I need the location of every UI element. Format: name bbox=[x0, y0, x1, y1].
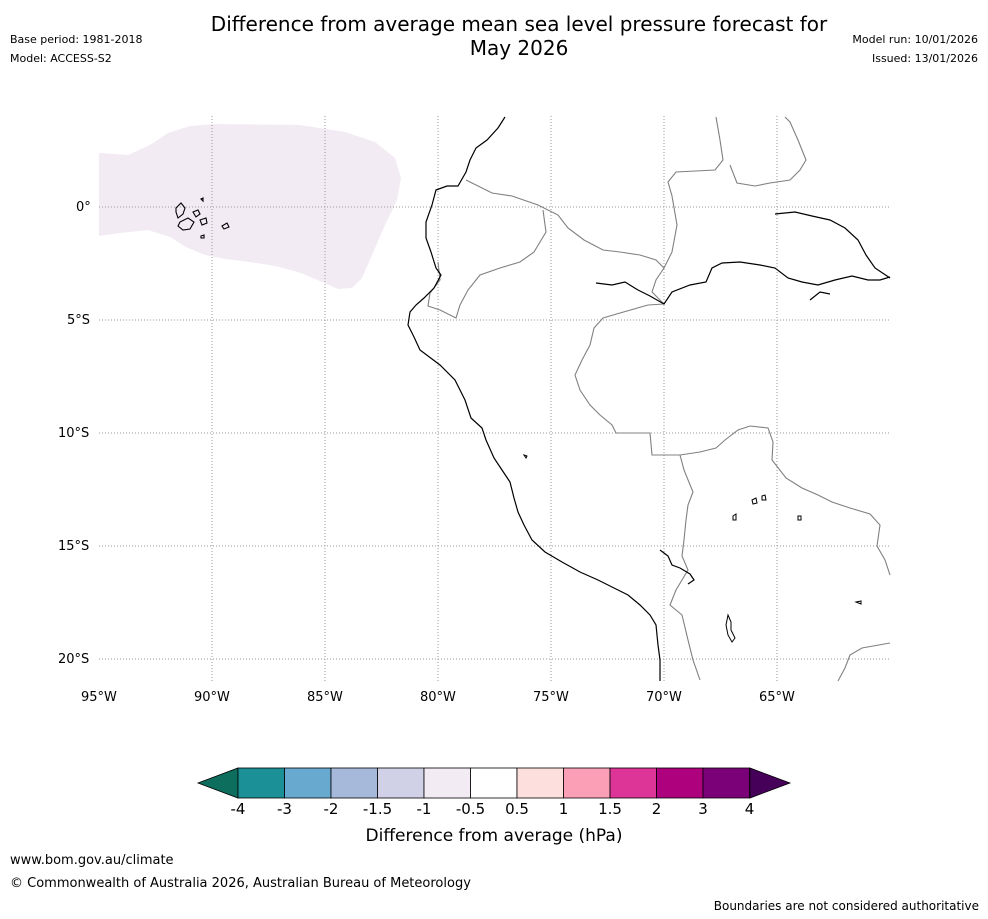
lat-tick-label: 5°S bbox=[67, 313, 91, 328]
model-run-label: Model run: 10/01/2026 bbox=[852, 33, 978, 46]
lake-titicaca bbox=[522, 454, 862, 643]
map-title: Difference from average mean sea level p… bbox=[150, 12, 888, 60]
lon-tick-label: 65°W bbox=[759, 690, 795, 705]
title-line-1: Difference from average mean sea level p… bbox=[210, 12, 828, 36]
colorbar-tick-label: -0.5 bbox=[455, 800, 486, 818]
lon-tick-label: 85°W bbox=[307, 690, 343, 705]
colorbar-tick-label: -1 bbox=[416, 800, 432, 818]
colorbar-segment bbox=[470, 767, 518, 799]
galapagos-islands bbox=[175, 197, 230, 239]
lon-tick-label: 90°W bbox=[194, 690, 230, 705]
colorbar-tick-label: 2 bbox=[651, 800, 662, 818]
lat-tick-label: 20°S bbox=[58, 652, 90, 667]
colorbar-tick-label: 0.5 bbox=[505, 800, 529, 818]
colorbar-tick-label: -1.5 bbox=[362, 800, 393, 818]
title-line-2: May 2026 bbox=[469, 36, 569, 60]
colorbar-segment bbox=[423, 767, 471, 799]
colorbar-segment bbox=[237, 767, 285, 799]
colorbar-segment bbox=[330, 767, 378, 799]
colorbar-tick-label: 1.5 bbox=[598, 800, 622, 818]
copyright-notice: © Commonwealth of Australia 2026, Austra… bbox=[10, 876, 471, 891]
colorbar-tick-label: 4 bbox=[744, 800, 755, 818]
lon-tick-label: 80°W bbox=[420, 690, 456, 705]
colorbar-low-extend bbox=[196, 767, 239, 799]
issued-label: Issued: 13/01/2026 bbox=[871, 52, 978, 65]
model-label: Model: ACCESS-S2 bbox=[10, 52, 112, 65]
colorbar-segment bbox=[563, 767, 611, 799]
colorbar-segment bbox=[284, 767, 332, 799]
country-borders bbox=[427, 116, 891, 682]
colorbar-label: Difference from average (hPa) bbox=[365, 826, 623, 846]
coastlines bbox=[407, 116, 891, 681]
colorbar-segment bbox=[656, 767, 704, 799]
lon-tick-label: 75°W bbox=[533, 690, 569, 705]
colorbar-segment bbox=[377, 767, 425, 799]
colorbar-tick-label: -2 bbox=[323, 800, 339, 818]
colorbar-segment bbox=[609, 767, 657, 799]
boundaries-disclaimer: Boundaries are not considered authoritat… bbox=[713, 899, 979, 913]
colorbar bbox=[196, 767, 792, 799]
colorbar-tick-label: 3 bbox=[698, 800, 708, 818]
lat-tick-label: 10°S bbox=[58, 426, 90, 441]
map-gridlines bbox=[99, 116, 890, 681]
colorbar-tick-label: -3 bbox=[277, 800, 292, 818]
colorbar-segment bbox=[702, 767, 750, 799]
lon-tick-label: 95°W bbox=[81, 690, 117, 705]
colorbar-tick-label: 1 bbox=[558, 800, 569, 818]
lat-tick-label: 15°S bbox=[58, 539, 90, 554]
colorbar-tick-label: -4 bbox=[230, 800, 246, 818]
colorbar-high-extend bbox=[749, 767, 792, 799]
lat-tick-label: 0° bbox=[76, 200, 91, 215]
source-url[interactable]: www.bom.gov.au/climate bbox=[10, 853, 174, 868]
base-period-label: Base period: 1981-2018 bbox=[10, 33, 143, 46]
lon-tick-label: 70°W bbox=[646, 690, 682, 705]
colorbar-segment bbox=[516, 767, 564, 799]
